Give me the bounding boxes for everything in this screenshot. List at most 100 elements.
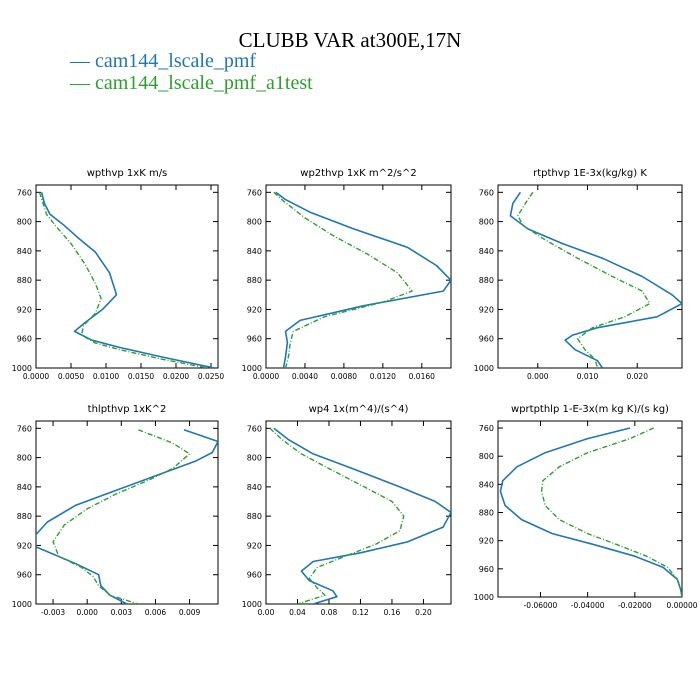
x-tick-label: 0.16	[384, 608, 401, 617]
plot-frame	[265, 184, 452, 369]
legend-entry: — cam144_lscale_pmf	[70, 50, 256, 72]
subplot: wprtpthlp 1-E-3x(m kg K)/(s kg) 760 800 840…	[474, 404, 698, 610]
y-tick-label: 800	[479, 218, 494, 227]
y-tick-label: 840	[479, 247, 494, 256]
y-tick-label: 960	[17, 571, 32, 580]
x-tick-label: 0.006	[145, 608, 167, 617]
series-line	[38, 192, 208, 368]
subplot-title: wp4 1x(m^4)/(s^4)	[309, 404, 409, 415]
y-tick-label: 760	[247, 188, 262, 197]
x-tick-label: 0.00000	[666, 601, 697, 610]
legend-line-marker: —	[70, 50, 95, 72]
subplot: rtpthvp 1E-3x(kg/kg) K 760 800 840 880 920 960…	[474, 168, 683, 381]
subplot-title: wp2thvp 1xK m^2/s^2	[300, 168, 416, 179]
subplot: thlpthvp 1xK^2 760 800 840 880 920 960 1000 -0.0…	[12, 404, 219, 617]
y-tick-label: 960	[479, 335, 494, 344]
x-tick-label: -0.02000	[618, 601, 652, 610]
y-tick-label: 920	[247, 305, 262, 314]
x-tick-label: 0.0000	[23, 372, 49, 381]
x-tick-label: 0.0000	[253, 372, 279, 381]
y-tick-label: 880	[17, 276, 32, 285]
y-tick-label: 840	[247, 247, 262, 256]
y-tick-label: 920	[247, 541, 262, 550]
y-tick-label: 880	[479, 276, 494, 285]
y-tick-label: 800	[17, 218, 32, 227]
y-tick-label: 920	[17, 305, 32, 314]
y-tick-label: 1000	[474, 364, 494, 373]
x-tick-label: 0.00	[258, 608, 275, 617]
subplot-title: rtpthvp 1E-3x(kg/kg) K	[533, 168, 647, 179]
y-tick-label: 1000	[12, 364, 32, 373]
x-tick-label: 0.009	[179, 608, 201, 617]
y-tick-label: 920	[17, 541, 32, 550]
x-tick-label: 0.0050	[58, 372, 84, 381]
series-line	[509, 191, 682, 368]
y-tick-label: 1000	[242, 600, 262, 609]
y-tick-label: 880	[17, 512, 32, 521]
y-tick-label: 760	[17, 188, 32, 197]
x-tick-label: 0.0100	[93, 372, 119, 381]
series-line	[40, 192, 215, 368]
y-tick-label: 880	[247, 276, 262, 285]
x-tick-label: 0.010	[577, 372, 599, 381]
y-tick-label: 880	[247, 512, 262, 521]
y-tick-label: 960	[247, 335, 262, 344]
y-tick-label: 840	[17, 483, 32, 492]
x-tick-label: 0.12	[352, 608, 369, 617]
series-line	[517, 191, 651, 368]
series-line	[273, 427, 451, 604]
y-tick-label: 840	[17, 247, 32, 256]
x-tick-label: 0.20	[415, 608, 432, 617]
series-line	[273, 191, 413, 368]
y-tick-label: 1000	[474, 593, 494, 602]
x-tick-label: 0.020	[627, 372, 649, 381]
series-line	[52, 429, 191, 604]
y-tick-label: 880	[479, 509, 494, 518]
subplot: wpthvp 1xK m/s76080084088092096010000.00…	[12, 168, 225, 381]
series-line	[275, 191, 451, 368]
plot-frame	[497, 184, 683, 369]
x-tick-label: 0.000	[76, 608, 98, 617]
x-tick-label: 0.0160	[409, 372, 435, 381]
x-tick-label: 0.0080	[331, 372, 357, 381]
subplot: wp4 1x(m^4)/(s^4)76080084088092096010000…	[242, 404, 452, 617]
y-tick-label: 920	[479, 305, 494, 314]
y-tick-label: 800	[247, 218, 262, 227]
x-tick-label: 0.0150	[128, 372, 154, 381]
y-tick-label: 760	[479, 188, 494, 197]
subplot-title: wpthvp 1xK m/s	[87, 168, 168, 179]
figure-title: CLUBB VAR at300E,17N	[238, 28, 462, 52]
x-tick-label: -0.04000	[571, 601, 605, 610]
x-tick-label: 0.04	[289, 608, 306, 617]
plot-frame	[497, 420, 683, 598]
y-tick-label: 960	[247, 571, 262, 580]
y-tick-label: 760	[247, 424, 262, 433]
x-tick-label: -0.06000	[524, 601, 558, 610]
legend-label: cam144_lscale_pmf_a1test	[95, 72, 313, 94]
x-tick-label: 0.08	[321, 608, 338, 617]
x-tick-label: 0.000	[527, 372, 549, 381]
x-tick-label: 0.0120	[370, 372, 396, 381]
subplot-title: wprtpthlp 1-E-3x(m kg K)/(s kg)	[511, 404, 669, 415]
y-tick-label: 840	[247, 483, 262, 492]
y-tick-label: 960	[17, 335, 32, 344]
subplot: wp2thvp 1xK m^2/s^2 760 800 840 880 920 960 100…	[242, 168, 452, 381]
series-line	[36, 429, 218, 604]
y-tick-label: 1000	[12, 600, 32, 609]
y-tick-label: 960	[479, 565, 494, 574]
y-tick-label: 840	[479, 480, 494, 489]
y-tick-label: 760	[479, 424, 494, 433]
series-line	[269, 427, 405, 604]
y-tick-label: 800	[17, 454, 32, 463]
subplot-title: thlpthvp 1xK^2	[88, 404, 167, 415]
legend-entry: — cam144_lscale_pmf_a1test	[70, 72, 313, 94]
series-line	[540, 427, 682, 597]
x-tick-label: 0.0040	[292, 372, 318, 381]
plot-frame	[35, 184, 219, 369]
y-tick-label: 1000	[242, 364, 262, 373]
x-tick-label: 0.0250	[198, 372, 224, 381]
y-tick-label: 920	[479, 537, 494, 546]
y-tick-label: 800	[479, 452, 494, 461]
series-line	[499, 427, 682, 597]
